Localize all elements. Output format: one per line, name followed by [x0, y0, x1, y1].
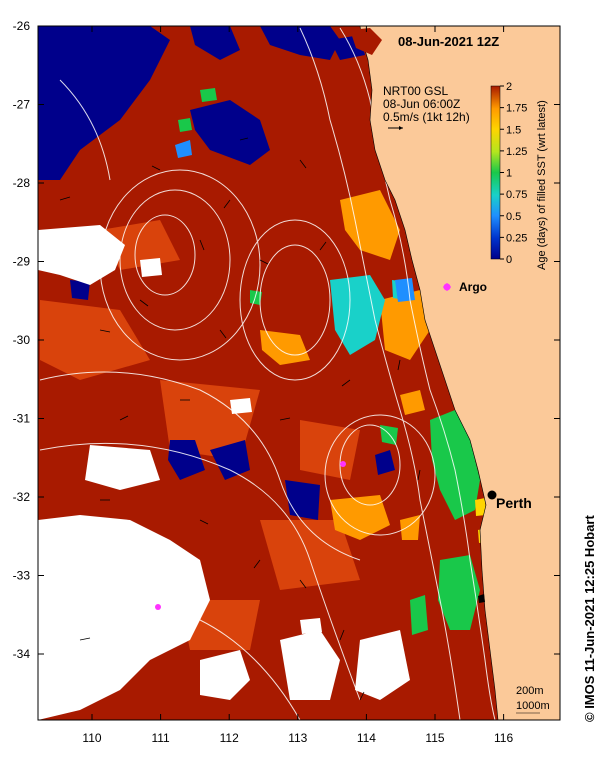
lon-label: 115	[425, 731, 444, 745]
lon-label: 113	[288, 731, 307, 745]
colorbar-tick-label: 1	[506, 168, 512, 180]
lat-label: -27	[13, 98, 31, 112]
lat-label: -34	[13, 647, 31, 661]
contour-legend-1000m: 1000m	[516, 700, 550, 712]
colorbar-tick-label: 0.75	[506, 189, 527, 201]
info-line-3: 0.5m/s (1kt 12h)	[383, 110, 470, 124]
lon-label: 110	[82, 731, 101, 745]
longitude-axis: 110 111 112 113 114 115 116	[82, 26, 513, 745]
current-vectors	[59, 137, 421, 701]
credit-text: © IMOS 11-Jun-2021 12:25 Hobart	[582, 515, 597, 722]
latitude-axis: -26 -27 -28 -29 -30 -31 -32 -33 -34	[13, 19, 560, 661]
lon-label: 112	[220, 731, 239, 745]
argo-float-marker	[155, 604, 161, 610]
colorbar-strip	[490, 85, 501, 260]
perth-label: Perth	[496, 495, 532, 511]
colorbar-tick-label: 1.75	[506, 103, 527, 115]
argo-label: Argo	[459, 280, 487, 294]
map-area	[38, 26, 560, 720]
info-line-2: 08-Jun 06:00Z	[383, 97, 460, 111]
lon-label: 114	[357, 731, 376, 745]
lat-label: -26	[13, 19, 31, 33]
argo-float-marker	[340, 461, 346, 467]
perth-marker	[487, 490, 497, 500]
contour-legend-200m: 200m	[516, 685, 544, 697]
vector-scale-arrow	[388, 126, 403, 130]
lon-label: 116	[494, 731, 513, 745]
top-islands	[350, 28, 382, 55]
colorbar-ticks: 0 0.25 0.5 0.75 1 1.25 1.5 1.75 2	[500, 81, 527, 266]
colorbar-label: Age (days) of filled SST (wrt latest)	[536, 100, 548, 270]
argo-marker	[443, 283, 451, 291]
info-line-1: NRT00 GSL	[383, 84, 448, 98]
colorbar-tick-label: 1.5	[506, 124, 521, 136]
colorbar-tick-label: 2	[506, 81, 512, 93]
lat-label: -33	[13, 569, 31, 583]
orange-patches	[260, 190, 430, 540]
colorbar-tick-label: 0.5	[506, 211, 521, 223]
land-mass	[359, 26, 560, 720]
lat-label: -28	[13, 176, 31, 190]
colorbar-tick-label: 0	[506, 254, 512, 266]
lat-label: -30	[13, 333, 31, 347]
lon-label: 111	[151, 731, 170, 745]
lat-label: -32	[13, 490, 31, 504]
coastal-island	[478, 594, 485, 603]
bathymetry-contours	[39, 27, 496, 720]
fresh-sst-patches	[38, 26, 395, 520]
map-frame	[37, 25, 561, 721]
colorbar-tick-label: 0.25	[506, 232, 527, 244]
lat-label: -29	[13, 255, 31, 269]
map-title: 08-Jun-2021 12Z	[398, 34, 499, 49]
colorbar-tick-label: 1.25	[506, 146, 527, 158]
lat-label: -31	[13, 412, 31, 426]
no-data-patches	[38, 225, 410, 720]
